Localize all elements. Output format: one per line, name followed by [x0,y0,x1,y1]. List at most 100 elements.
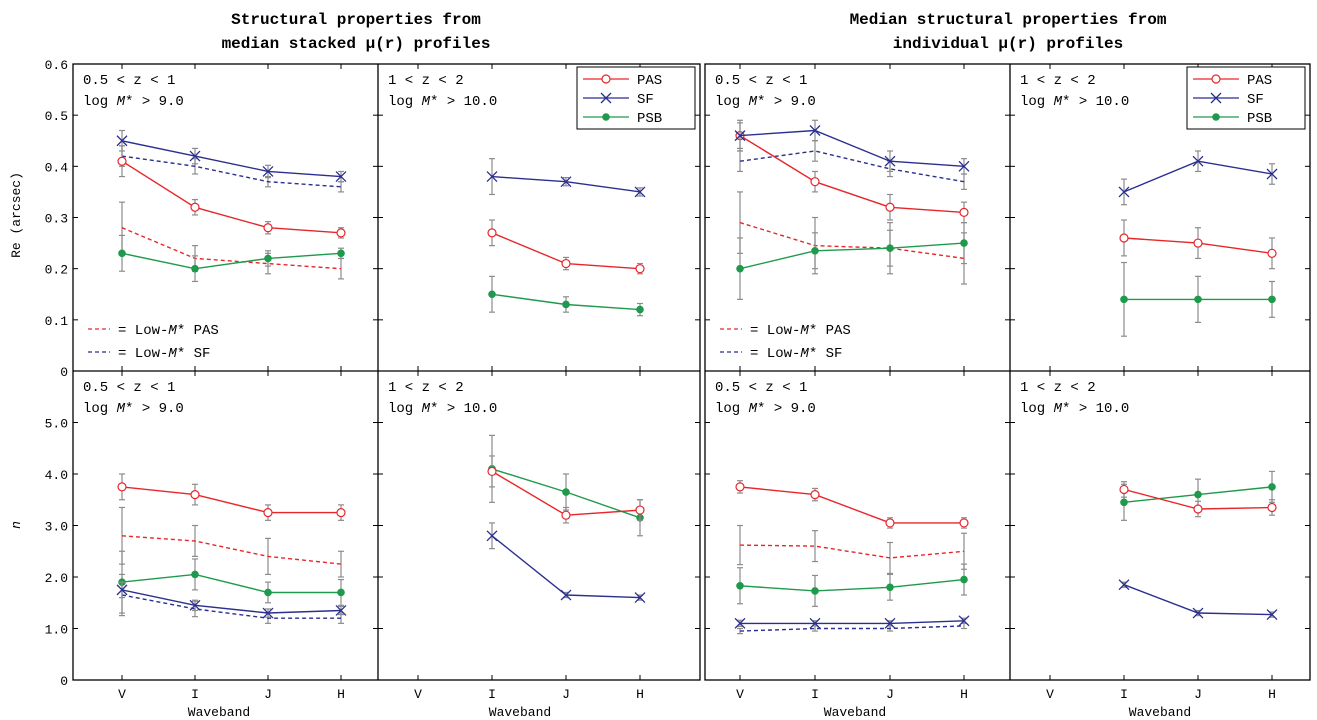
data-point-pas [263,223,273,233]
data-point-psb [488,290,496,299]
data-point-psb [811,587,819,595]
data-point-psb [736,581,744,590]
data-point-pas [1193,238,1203,248]
data-point-pas [735,482,745,492]
legend-label: PSB [1247,111,1272,127]
data-point-sf [335,171,347,183]
legend-marker [1212,113,1220,121]
lowmass-legend-label: = Low-M* PAS [118,323,219,339]
data-point-sf [116,135,128,147]
data-point-pas [117,482,127,492]
data-point-pas [1119,233,1129,243]
x-label-4: Waveband [1129,705,1191,720]
series-line-pas [739,135,965,214]
right-title-line2: individual μ(r) profiles [893,35,1123,53]
legend-marker [601,74,611,84]
data-point-psb [886,244,894,252]
y-tick-label: 2.0 [45,571,68,586]
series-line-sf [121,140,342,178]
data-point-pas [263,508,273,518]
y-tick-label: 0.5 [45,109,68,124]
series-line-pas [739,486,964,524]
right-title-line1: Median structural properties from [850,11,1167,29]
x-tick-label: H [337,687,345,702]
data-point-psb [264,254,272,263]
data-point-pas [117,156,127,166]
data-point-sf [1266,168,1278,180]
series-line-psb [121,573,341,594]
data-point-psb [736,264,744,273]
data-point-sf [335,605,347,616]
data-point-pas [959,207,969,217]
x-tick-label: H [1268,687,1276,702]
data-point-pas [336,508,346,518]
data-point-pas [810,177,820,187]
x-tick-label: J [264,687,272,702]
legend-label: SF [637,92,654,108]
frame-left [72,63,701,681]
panel-mass-label: log M* > 9.0 [715,401,816,417]
data-point-psb [191,570,199,579]
plot-area: 0 0.1 0.2 0.3 0.4 0.5 0.6 0 1.0 2.0 3.0 4.0 5.0 V I J H V… [45,58,1311,702]
x-tick-label: I [1120,687,1128,702]
series-line-sf [740,620,965,625]
panel-mass-label: log M* > 9.0 [83,94,184,110]
data-point-psb [1268,295,1276,304]
legend-label: PAS [637,73,662,89]
x-tick-label: I [811,687,819,702]
frame-right [704,63,1311,681]
y-tick-label: 5.0 [45,417,68,432]
data-point-psb [636,305,644,314]
series-line-lowmsf [739,150,965,183]
y-tick-label: 0 [60,365,68,380]
panel-mass-label: log M* > 9.0 [83,401,184,417]
data-point-sf [262,607,274,619]
series-line-lowmsf [121,155,342,188]
data-point-pas [885,518,895,528]
data-point-sf [1266,609,1278,621]
data-point-sf [634,186,646,198]
data-point-pas [561,510,571,520]
y-tick-label: 3.0 [45,520,68,535]
panel-mass-label: log M* > 10.0 [388,94,497,110]
data-point-sf [1192,607,1204,619]
x-label-3: Waveband [824,705,886,720]
panel-mass-label: log M* > 9.0 [715,94,816,110]
series-line-sf [121,589,342,614]
data-point-pas [1267,248,1277,258]
y-tick-label: 0.1 [45,314,69,329]
data-point-sf [486,530,498,542]
data-point-psb [1194,295,1202,304]
panel-mass-label: log M* > 10.0 [1020,401,1129,417]
x-tick-label: J [886,687,894,702]
data-point-psb [337,588,345,597]
data-point-sf [634,592,646,604]
data-point-sf [884,617,896,629]
data-point-pas [561,258,571,269]
data-point-sf [189,599,201,611]
y-label-bottom: n [9,521,24,529]
series-line-psb [121,252,342,270]
data-point-sf [734,617,746,629]
x-tick-label: V [1046,687,1054,702]
x-tick-label: V [736,687,744,702]
series-line-sf [739,129,965,167]
data-point-psb [264,588,272,597]
data-point-sf [262,165,274,177]
data-point-pas [959,518,969,528]
data-point-pas [1267,502,1277,513]
x-tick-label: V [118,687,126,702]
data-point-sf [809,125,821,136]
x-label-1: Waveband [188,705,250,720]
x-tick-label: J [562,687,570,702]
data-point-sf [884,155,896,167]
legend-label: PAS [1247,73,1272,89]
data-point-psb [562,300,570,309]
data-point-pas [190,202,200,212]
x-tick-label: I [488,687,496,702]
data-point-sf [1118,579,1130,591]
data-point-psb [960,239,968,247]
x-tick-label: I [191,687,199,702]
data-point-psb [191,264,199,273]
y-tick-label: 0.4 [45,160,69,175]
